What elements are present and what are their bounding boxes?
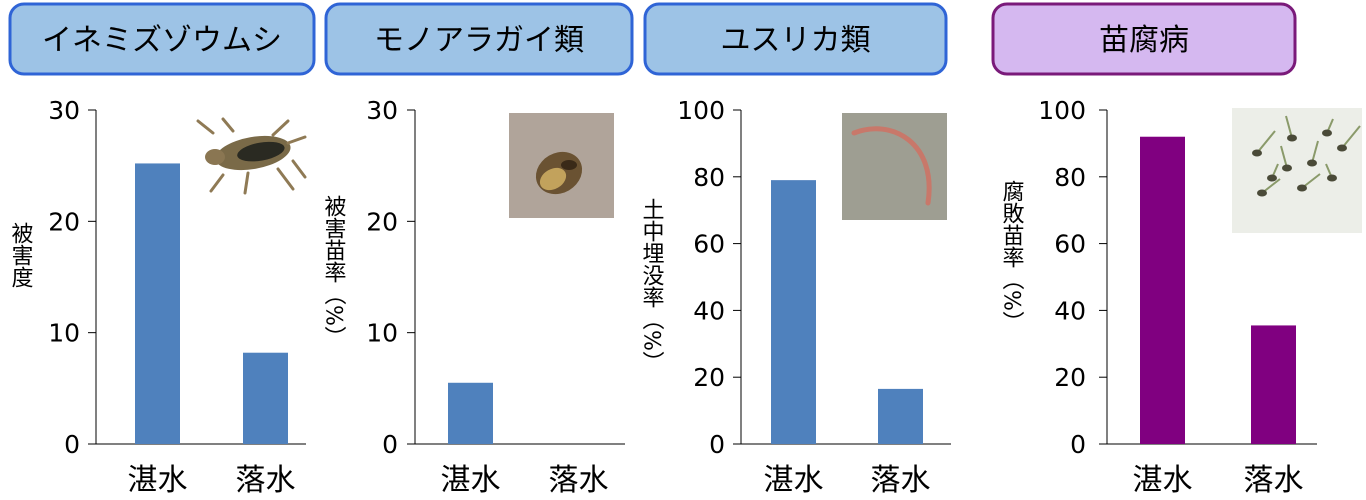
seedling-seed <box>1307 159 1317 167</box>
y-tick-label: 60 <box>1054 230 1086 259</box>
y-tick-label: 100 <box>1038 96 1086 125</box>
seedling-seed <box>1267 174 1277 182</box>
larva-photo <box>842 113 947 220</box>
weevil-leg <box>271 119 290 137</box>
weevil-leg <box>286 135 307 145</box>
bar <box>135 163 180 444</box>
weevil-leg <box>291 159 307 179</box>
y-tick-label: 0 <box>1070 430 1086 459</box>
weevil-head <box>205 149 225 165</box>
y-tick-label: 0 <box>64 430 80 459</box>
y-tick-label: 20 <box>1054 363 1086 392</box>
y-tick-label: 0 <box>709 430 725 459</box>
chart-title: ユスリカ類 <box>721 23 871 58</box>
seedling-seed <box>1327 174 1337 182</box>
midge-larva <box>851 126 932 206</box>
y-tick-label: 80 <box>1054 163 1086 192</box>
x-category-label: 落水 <box>871 463 931 498</box>
seedling-shoot <box>1256 130 1276 154</box>
y-tick-label: 30 <box>366 96 398 125</box>
seedling-seed <box>1287 134 1297 142</box>
seedling-shoot <box>1311 140 1319 164</box>
chart-title: イネミズゾウムシ <box>42 23 282 58</box>
chart-title: 苗腐病 <box>1099 23 1189 58</box>
y-tick-label: 20 <box>366 207 398 236</box>
seedling-seed <box>1297 184 1307 192</box>
x-category-label: 落水 <box>236 463 296 498</box>
photo-background <box>1232 108 1362 233</box>
chart-panel: イネミズゾウムシ 0 10 20 30 湛水 落水 被害度 <box>8 2 316 498</box>
y-tick-label: 40 <box>1054 296 1086 325</box>
seedling-shoot <box>1280 145 1288 169</box>
x-category-label: 落水 <box>549 463 609 498</box>
bar <box>243 352 288 444</box>
y-tick-label: 100 <box>677 96 725 125</box>
y-axis-label: 被害苗率（%） <box>321 195 347 348</box>
y-tick-label: 0 <box>382 430 398 459</box>
seedling-shoot <box>1285 115 1293 139</box>
snail-aperture <box>539 167 567 191</box>
y-tick-label: 80 <box>693 163 725 192</box>
y-axis-label: 腐敗苗率（%） <box>999 180 1025 333</box>
seedling-seed <box>1322 129 1332 137</box>
y-tick-label: 30 <box>48 96 80 125</box>
bar <box>771 180 816 444</box>
bar <box>1251 325 1296 444</box>
x-category-label: 湛水 <box>128 463 188 498</box>
chart-header-box <box>8 2 316 76</box>
weevil-leg <box>196 119 215 135</box>
x-category-label: 湛水 <box>441 463 501 498</box>
seedling-seed <box>1252 149 1262 157</box>
chart-header-box <box>324 2 634 76</box>
chart-panel: モノアラガイ類 0 10 20 30 湛水 落水 被害苗率（%） <box>321 2 634 498</box>
weevil-photo <box>193 113 311 198</box>
chart-title: モノアラガイ類 <box>374 23 584 58</box>
seedling-seed <box>1257 189 1267 197</box>
y-axis-label: 被害度 <box>8 222 34 288</box>
y-tick-label: 10 <box>366 319 398 348</box>
chart-header-box <box>991 2 1297 76</box>
chart-panel: ユスリカ類 0 20 40 60 80 100 湛水 落水 土中埋没率（%） <box>639 2 951 498</box>
x-category-label: 落水 <box>1244 463 1304 498</box>
y-tick-label: 20 <box>48 207 80 236</box>
snail-photo <box>509 113 614 218</box>
snail-spire <box>561 160 577 170</box>
y-tick-label: 40 <box>693 296 725 325</box>
bar <box>878 388 923 444</box>
weevil-leg <box>276 167 295 191</box>
weevil-leg <box>221 117 235 133</box>
y-tick-label: 20 <box>693 363 725 392</box>
chart-header-box <box>643 2 948 76</box>
weevil-back-marking <box>237 141 285 162</box>
x-category-label: 湛水 <box>764 463 824 498</box>
seedling-shoot <box>1341 125 1361 149</box>
y-tick-label: 10 <box>48 319 80 348</box>
y-tick-label: 60 <box>693 230 725 259</box>
seedlings-photo <box>1232 108 1362 233</box>
weevil-leg <box>209 173 225 193</box>
seedling-seed <box>1337 144 1347 152</box>
seedling-seed <box>1282 164 1292 172</box>
bar <box>1140 136 1185 444</box>
chart-panel: 苗腐病 0 20 40 60 80 100 湛水 落水 腐敗苗率（%） <box>991 2 1362 498</box>
weevil-leg <box>243 171 250 195</box>
bar <box>448 382 493 444</box>
y-axis-label: 土中埋没率（%） <box>639 198 665 373</box>
x-category-label: 湛水 <box>1133 463 1193 498</box>
